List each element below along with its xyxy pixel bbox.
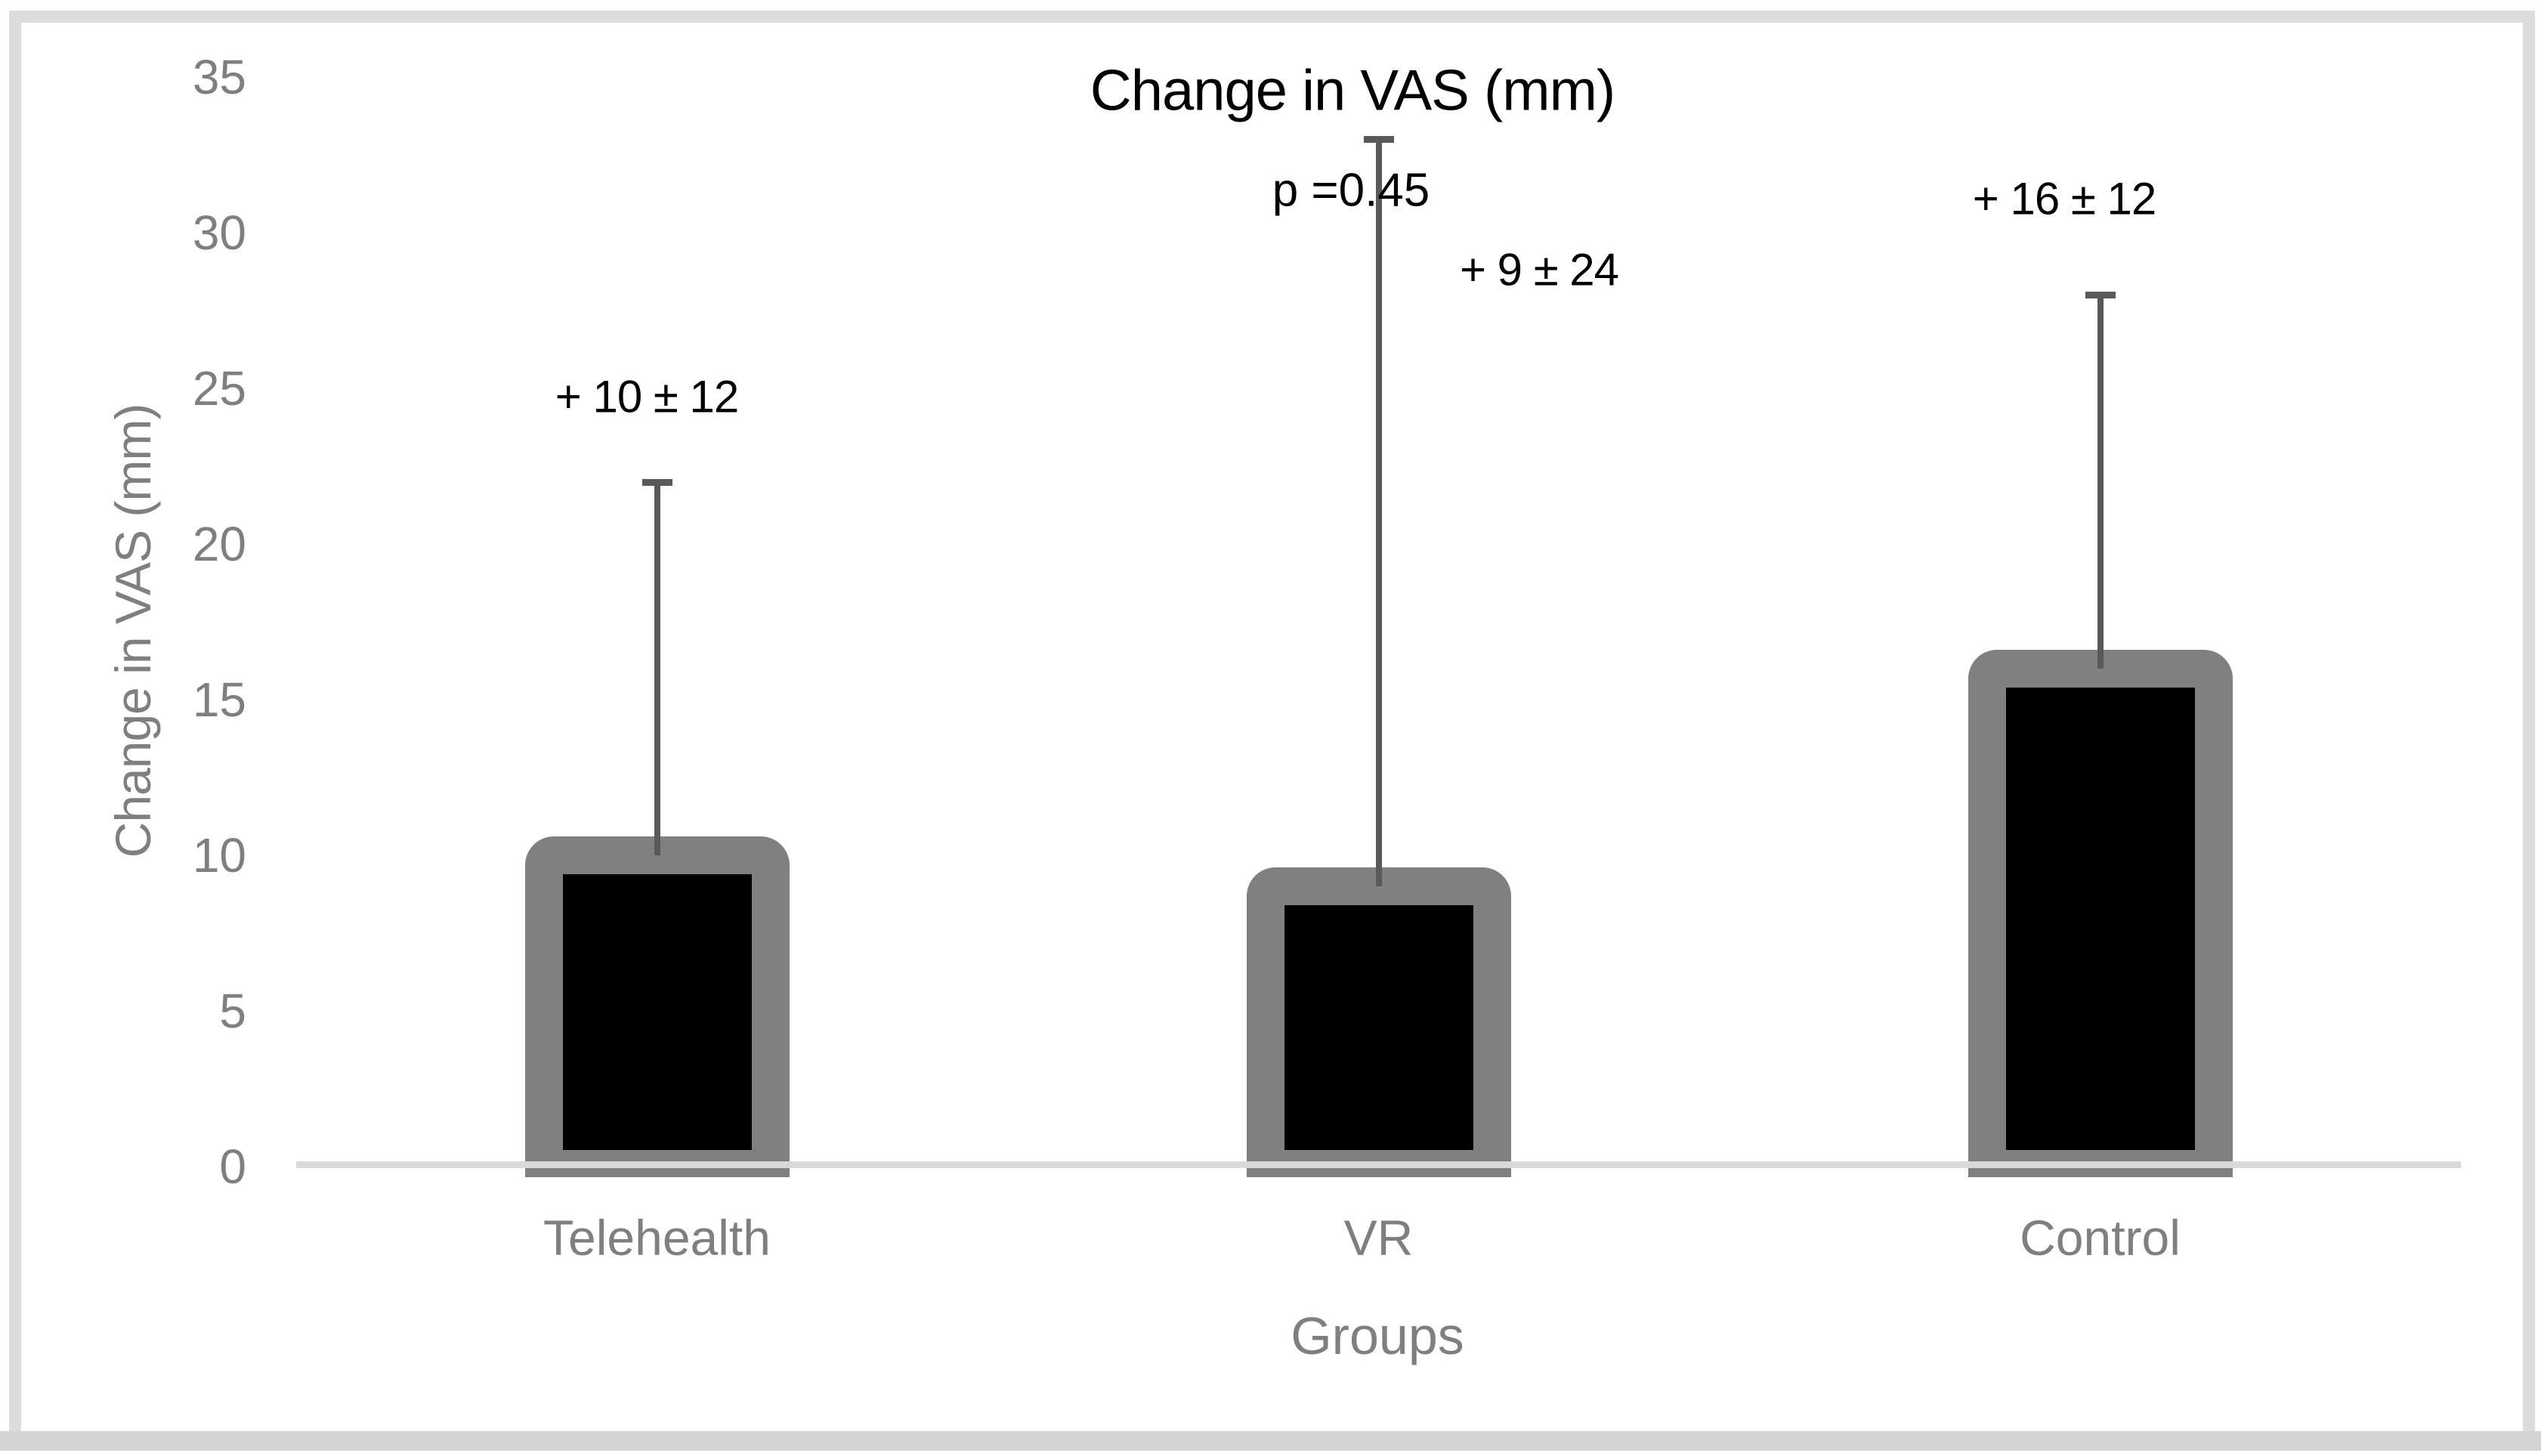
category-label: VR (1343, 1210, 1414, 1266)
y-tick-label: 35 (192, 50, 246, 104)
error-bar-line (2097, 298, 2104, 669)
p-value-annotation: p =0.45 (1272, 164, 1430, 217)
error-bar-cap (641, 478, 672, 486)
y-axis-title: Change in VAS (mm) (105, 403, 161, 858)
bar-annotation: + 9 ± 24 (1459, 244, 1619, 295)
error-bar-line (654, 484, 660, 855)
bar-annotation: + 16 ± 12 (1972, 173, 2156, 224)
figure-border-left (9, 11, 21, 1431)
x-axis-title: Groups (1291, 1306, 1464, 1365)
y-tick-label: 15 (192, 672, 246, 727)
bar-annotation: + 10 ± 12 (555, 371, 739, 422)
y-tick-label: 30 (192, 206, 246, 260)
error-bar-cap (1363, 136, 1394, 144)
y-tick-label: 25 (192, 361, 246, 416)
bar-fill (2005, 687, 2195, 1150)
chart-title: Change in VAS (mm) (1090, 58, 1615, 123)
x-axis-line (296, 1161, 2461, 1168)
figure-border-top (9, 11, 2533, 23)
error-bar-cap (2085, 292, 2116, 299)
category-label: Telehealth (543, 1210, 771, 1266)
y-tick-label: 10 (192, 828, 246, 883)
bar-fill (562, 874, 752, 1150)
category-label: Control (2020, 1210, 2181, 1266)
y-tick-label: 0 (219, 1139, 246, 1194)
error-bar-line (1375, 142, 1382, 887)
y-tick-label: 20 (192, 517, 246, 571)
figure-border-right (2523, 11, 2535, 1431)
figure-border-bottom (0, 1431, 2541, 1451)
y-tick-label: 5 (219, 984, 246, 1038)
bar-fill (1284, 905, 1473, 1150)
